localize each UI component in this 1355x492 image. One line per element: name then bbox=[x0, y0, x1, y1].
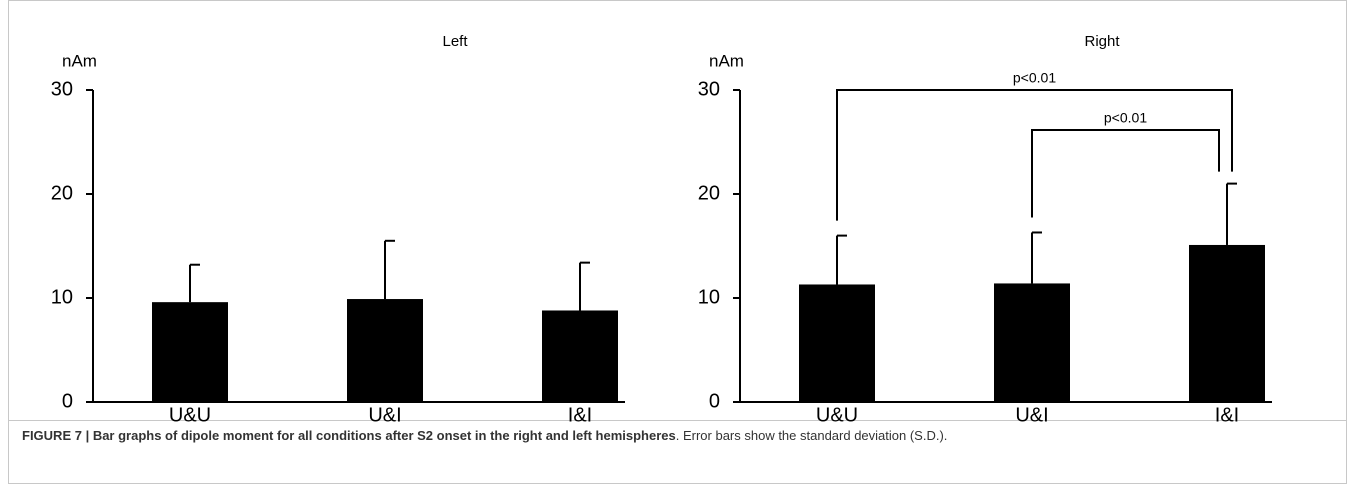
error-bar bbox=[836, 234, 847, 285]
error-bar bbox=[1031, 231, 1042, 284]
bar bbox=[994, 283, 1070, 402]
chart-title: Left bbox=[442, 33, 468, 50]
significance-label: p<0.01 bbox=[1104, 110, 1147, 126]
y-tick-label: 10 bbox=[51, 286, 73, 308]
y-axis-label: nAm bbox=[62, 51, 97, 70]
y-tick-label: 0 bbox=[709, 390, 720, 412]
y-tick-label: 10 bbox=[698, 286, 720, 308]
caption: FIGURE 7 | Bar graphs of dipole moment f… bbox=[22, 428, 947, 443]
error-bar bbox=[384, 239, 395, 300]
caption-bold: FIGURE 7 | Bar graphs of dipole moment f… bbox=[22, 428, 676, 443]
y-tick-label: 0 bbox=[62, 390, 73, 412]
x-tick-label: I&I bbox=[1215, 404, 1239, 426]
y-tick-label: 30 bbox=[51, 78, 73, 100]
x-tick-label: I&I bbox=[568, 404, 592, 426]
significance-bracket bbox=[1031, 129, 1220, 218]
significance-bracket bbox=[836, 89, 1233, 221]
chart-title: Right bbox=[1084, 33, 1120, 50]
error-bar bbox=[189, 263, 200, 303]
x-tick-label: U&I bbox=[368, 404, 401, 426]
y-axis-label: nAm bbox=[709, 51, 744, 70]
x-tick-label: U&U bbox=[816, 404, 858, 426]
error-bar bbox=[579, 261, 590, 311]
frame bbox=[8, 0, 1347, 484]
significance-label: p<0.01 bbox=[1013, 70, 1056, 86]
bar bbox=[347, 299, 423, 402]
x-tick-label: U&I bbox=[1015, 404, 1048, 426]
x-tick-label: U&U bbox=[169, 404, 211, 426]
error-bar bbox=[1226, 182, 1237, 245]
bar bbox=[152, 302, 228, 402]
y-tick-label: 20 bbox=[698, 182, 720, 204]
bar bbox=[799, 284, 875, 402]
y-tick-label: 30 bbox=[698, 78, 720, 100]
bar bbox=[1189, 244, 1265, 402]
caption-text: . Error bars show the standard deviation… bbox=[675, 428, 948, 443]
bar bbox=[542, 310, 618, 402]
y-tick-label: 20 bbox=[51, 182, 73, 204]
